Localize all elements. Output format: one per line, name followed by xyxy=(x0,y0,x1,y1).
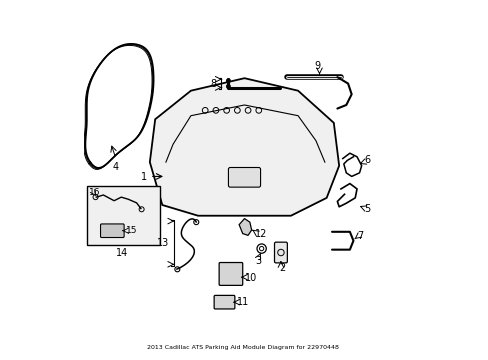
Text: 11: 11 xyxy=(237,297,249,307)
FancyBboxPatch shape xyxy=(274,242,287,263)
Text: 1: 1 xyxy=(141,172,147,182)
Text: 16: 16 xyxy=(89,188,101,197)
Polygon shape xyxy=(149,78,339,216)
Text: 15: 15 xyxy=(125,226,137,235)
Text: 8: 8 xyxy=(210,78,216,89)
FancyBboxPatch shape xyxy=(219,262,242,285)
Text: 2: 2 xyxy=(279,263,285,273)
Polygon shape xyxy=(239,219,251,235)
Text: 2013 Cadillac ATS Parking Aid Module Diagram for 22970448: 2013 Cadillac ATS Parking Aid Module Dia… xyxy=(146,345,338,350)
Text: 6: 6 xyxy=(364,156,369,165)
Text: 12: 12 xyxy=(254,229,266,239)
Text: 14: 14 xyxy=(116,248,128,258)
FancyBboxPatch shape xyxy=(214,296,234,309)
FancyBboxPatch shape xyxy=(86,186,160,245)
FancyBboxPatch shape xyxy=(101,224,124,238)
Text: 10: 10 xyxy=(244,273,257,283)
Text: 4: 4 xyxy=(112,162,118,172)
Text: 13: 13 xyxy=(156,238,168,248)
Text: 9: 9 xyxy=(314,61,320,71)
Text: 7: 7 xyxy=(356,231,363,242)
Text: 3: 3 xyxy=(254,256,261,266)
Text: 5: 5 xyxy=(364,203,370,213)
FancyBboxPatch shape xyxy=(228,167,260,187)
